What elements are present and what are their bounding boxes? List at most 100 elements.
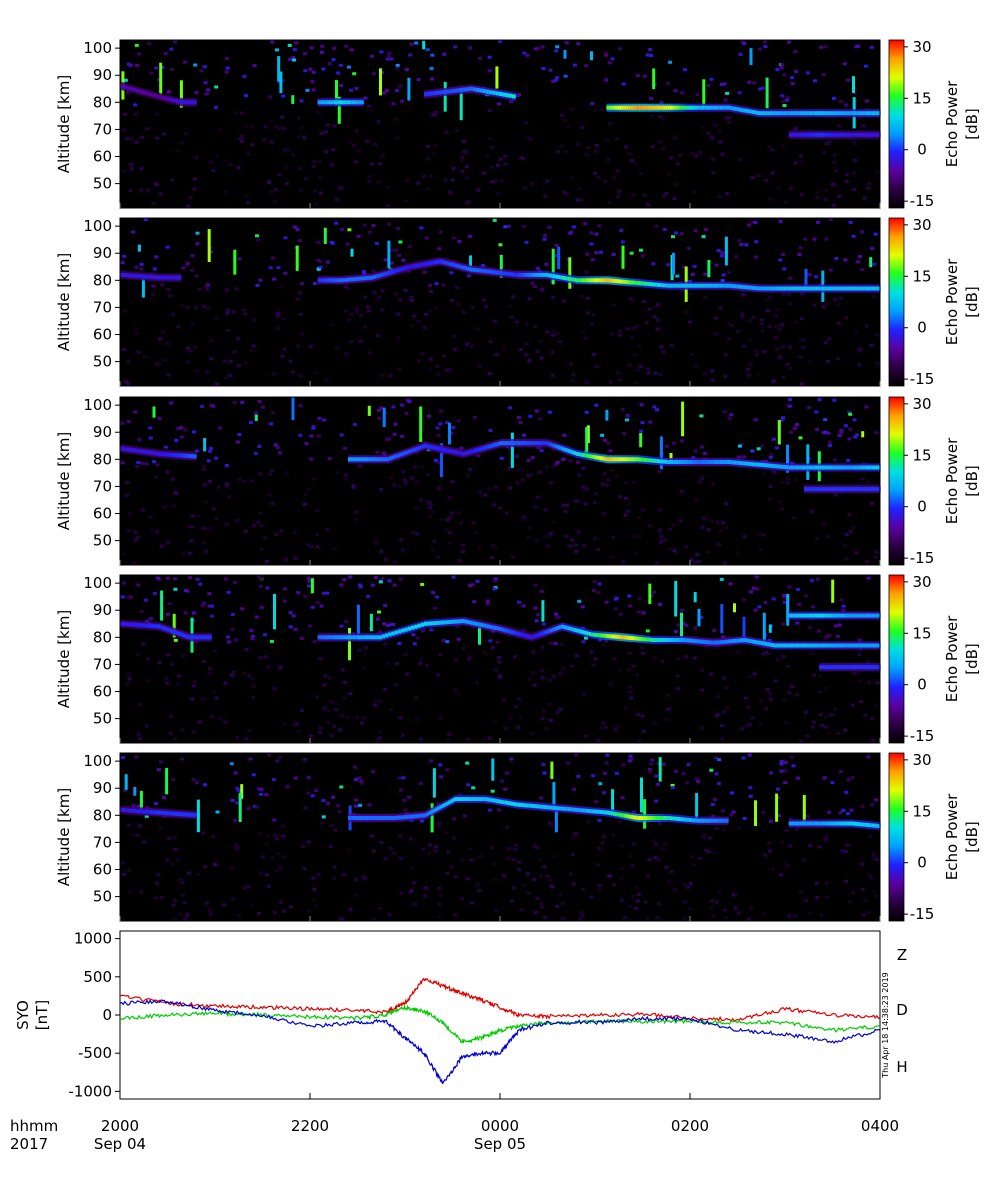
noise-cell	[768, 485, 773, 489]
noise-cell	[204, 285, 209, 288]
echo-cell	[164, 96, 167, 101]
echo-cell	[125, 85, 129, 90]
echo-cell	[437, 446, 441, 451]
noise-cell	[259, 584, 263, 588]
noise-cell	[574, 654, 579, 658]
noise-cell	[613, 597, 618, 601]
noise-cell	[445, 640, 450, 644]
noise-cell	[799, 739, 804, 743]
echo-cell	[591, 632, 594, 637]
echo-cell	[738, 284, 742, 289]
noise-cell	[251, 773, 256, 777]
noise-cell	[760, 86, 765, 90]
noise-cell	[430, 113, 435, 117]
noise-cell	[277, 173, 282, 177]
noise-cell	[517, 868, 522, 872]
noise-cell	[495, 640, 500, 644]
echo-cell	[838, 286, 842, 291]
echo-cell	[495, 270, 500, 275]
echo-cell	[823, 665, 827, 670]
noise-cell	[625, 418, 629, 422]
noise-cell	[227, 640, 232, 644]
noise-cell	[271, 411, 276, 414]
echo-cell	[337, 100, 340, 105]
noise-cell	[439, 717, 443, 721]
noise-cell	[492, 319, 497, 323]
noise-cell	[717, 758, 722, 762]
echo-cell	[321, 635, 325, 640]
echo-cell	[355, 100, 358, 105]
noise-cell	[306, 543, 311, 547]
echo-cell	[558, 625, 562, 630]
noise-cell	[125, 137, 130, 141]
noise-cell	[720, 737, 725, 741]
noise-cell	[160, 65, 165, 69]
noise-cell	[312, 159, 317, 163]
noise-cell	[331, 148, 336, 152]
echo-cell	[433, 91, 438, 95]
noise-cell	[632, 842, 637, 846]
noise-cell	[311, 426, 316, 430]
noise-cell	[618, 612, 623, 616]
echo-cell	[152, 451, 156, 456]
echo-cell	[359, 276, 363, 281]
noise-cell	[581, 640, 586, 644]
echo-cell	[834, 665, 838, 670]
noise-cell	[865, 661, 870, 664]
noise-cell	[597, 819, 602, 822]
echo-cell	[643, 457, 647, 462]
echo-cell	[691, 638, 694, 643]
echo-cell	[867, 286, 870, 291]
noise-cell	[614, 474, 619, 478]
noise-cell	[332, 547, 337, 551]
noise-cell	[734, 255, 738, 259]
noise-cell	[514, 320, 519, 324]
noise-cell	[874, 858, 879, 862]
noise-cell	[676, 657, 681, 661]
noise-cell	[414, 696, 418, 700]
noise-cell	[389, 708, 394, 711]
noise-cell	[631, 326, 636, 330]
noise-cell	[171, 903, 176, 907]
noise-cell	[208, 667, 212, 671]
noise-cell	[349, 48, 354, 52]
echo-streak	[768, 624, 772, 633]
echo-cell	[758, 111, 762, 116]
echo-cell	[381, 272, 385, 277]
noise-cell	[505, 771, 509, 775]
noise-cell	[724, 686, 729, 690]
noise-cell	[233, 771, 238, 775]
noise-cell	[535, 350, 540, 353]
echo-streak	[141, 274, 145, 298]
noise-cell	[816, 220, 820, 224]
noise-cell	[441, 283, 446, 287]
noise-cell	[214, 316, 219, 320]
noise-cell	[122, 254, 127, 258]
echo-cell	[725, 105, 729, 110]
noise-cell	[327, 457, 332, 461]
echo-streak	[350, 248, 354, 257]
noise-cell	[158, 337, 163, 341]
echo-cell	[762, 641, 766, 646]
noise-cell	[564, 41, 569, 45]
noise-cell	[411, 633, 416, 637]
noise-cell	[335, 471, 340, 475]
noise-cell	[382, 91, 387, 95]
noise-cell	[688, 882, 693, 885]
noise-cell	[861, 913, 866, 917]
noise-cell	[673, 550, 678, 554]
noise-cell	[779, 873, 784, 877]
noise-cell	[244, 94, 248, 98]
echo-cell	[758, 286, 762, 291]
noise-cell	[577, 187, 582, 191]
noise-cell	[807, 273, 812, 276]
noise-cell	[470, 305, 475, 309]
noise-cell	[655, 408, 659, 412]
noise-cell	[839, 598, 844, 602]
noise-cell	[642, 74, 647, 78]
noise-cell	[503, 787, 508, 791]
echo-cell	[498, 271, 503, 275]
noise-cell	[739, 443, 744, 446]
echo-cell	[873, 665, 877, 670]
noise-cell	[275, 314, 280, 318]
